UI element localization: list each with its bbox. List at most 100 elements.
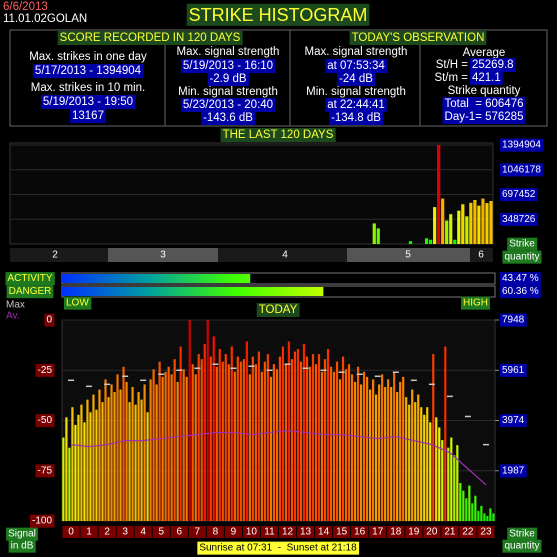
bar <box>128 402 131 521</box>
hour-box <box>351 526 369 538</box>
value: 5/23/2013 - 20:40 <box>183 99 273 111</box>
label-box <box>329 111 384 126</box>
label: Max. strikes in one day <box>29 51 147 63</box>
bar <box>456 445 459 521</box>
chart-title: TODAY <box>259 304 298 316</box>
x-tick-label: 5 <box>405 250 411 261</box>
bar <box>473 199 477 244</box>
label-box <box>500 285 541 299</box>
bar <box>378 384 381 521</box>
bar <box>125 381 128 521</box>
bar <box>429 422 432 521</box>
label-box <box>500 212 538 226</box>
bar <box>92 394 95 521</box>
hour-box <box>477 526 495 538</box>
bar <box>356 366 360 521</box>
plot-area <box>9 142 494 245</box>
label-box <box>180 59 276 74</box>
label-box <box>500 414 527 428</box>
bar <box>480 505 483 521</box>
bar <box>384 386 387 521</box>
bar <box>317 354 321 521</box>
bar <box>188 320 191 521</box>
y2-tick-label: 1987 <box>502 465 525 476</box>
bar <box>344 369 348 521</box>
axis-label: quantity <box>504 541 539 552</box>
bar <box>149 379 152 521</box>
bar <box>387 379 390 521</box>
y2-tick-label: 7948 <box>502 315 525 326</box>
bar <box>158 361 161 521</box>
bar <box>227 364 230 521</box>
axis-label: Signal <box>8 529 36 540</box>
title: STRIKE HISTOGRAM <box>189 5 368 25</box>
value: at 22:44:41 <box>327 99 385 111</box>
bar <box>405 397 408 521</box>
month-band <box>10 248 108 262</box>
bar <box>314 364 318 521</box>
bar <box>469 202 473 244</box>
hour-box <box>279 526 297 538</box>
hour-box <box>459 526 477 538</box>
label-box <box>207 72 249 87</box>
hour-box <box>423 526 441 538</box>
high-label: HIGH <box>463 298 488 309</box>
bar <box>359 384 363 521</box>
bar <box>477 205 481 244</box>
x-tick-label: 2 <box>104 527 110 538</box>
bar <box>429 239 433 244</box>
bar <box>424 238 429 244</box>
bar <box>438 427 441 521</box>
bar <box>203 343 206 521</box>
bar <box>146 412 149 521</box>
x-tick-label: 17 <box>372 527 384 538</box>
y-tick-label: -25 <box>38 365 53 376</box>
bar <box>251 356 254 521</box>
bar <box>323 359 327 521</box>
bar <box>335 361 339 521</box>
month-band <box>218 248 347 262</box>
label-box <box>442 110 526 125</box>
label-box <box>461 296 490 310</box>
bar <box>423 414 426 521</box>
bar <box>272 364 275 521</box>
bar <box>311 354 315 521</box>
hour-box <box>387 526 405 538</box>
bar <box>215 366 218 521</box>
value: Day-1= 576285 <box>445 111 524 123</box>
bar <box>152 369 155 521</box>
bar <box>329 366 333 521</box>
bar <box>77 414 80 521</box>
bar <box>426 407 429 521</box>
bar <box>104 379 107 521</box>
hour-box <box>152 526 170 538</box>
label-box <box>57 31 243 46</box>
label-box <box>325 98 387 113</box>
label-box <box>35 414 55 428</box>
bar <box>86 399 89 521</box>
gauge-bar <box>62 287 324 296</box>
bar <box>305 356 309 521</box>
y-tick-label: -50 <box>38 415 53 426</box>
bar <box>194 374 197 521</box>
bar <box>492 513 495 521</box>
bar <box>284 364 288 521</box>
bar <box>450 437 453 521</box>
bar <box>173 359 176 521</box>
label-box <box>500 313 527 327</box>
gauge-label: ACTIVITY <box>7 273 52 284</box>
label-box <box>40 95 136 110</box>
bar <box>465 216 469 244</box>
value: at 07:53:34 <box>327 60 385 72</box>
bar <box>170 374 173 521</box>
bar <box>420 407 423 521</box>
label: Min. signal strength <box>306 86 406 98</box>
bar <box>218 349 221 521</box>
label-box <box>201 111 256 126</box>
bar <box>481 198 485 244</box>
y-tick-label: 348726 <box>502 214 536 225</box>
x-tick-label: 1 <box>86 527 92 538</box>
label-box <box>442 97 526 112</box>
y-tick-label: 0 <box>46 315 52 326</box>
